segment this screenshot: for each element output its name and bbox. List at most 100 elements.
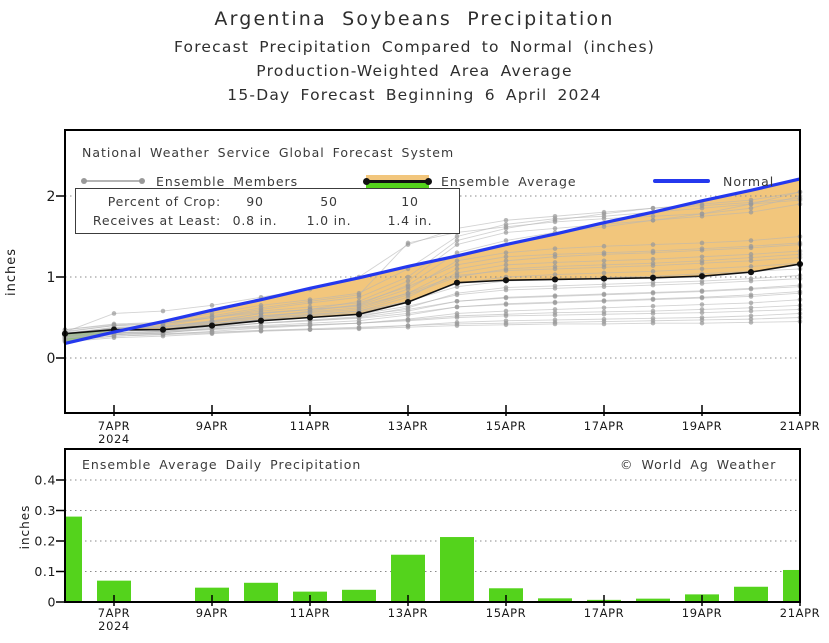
ensemble-member-dot bbox=[356, 316, 362, 321]
ensemble-member-dot bbox=[356, 300, 362, 306]
daily-bar bbox=[734, 586, 768, 602]
ensemble-member-dot bbox=[454, 262, 460, 268]
ensemble-member-dot bbox=[552, 272, 558, 277]
ensemble-member-dot bbox=[552, 252, 558, 257]
ensemble-average-dot bbox=[453, 279, 461, 286]
ensemble-member-dot bbox=[405, 318, 411, 324]
daily-bar bbox=[440, 537, 474, 602]
x-tick-label: 7APR bbox=[98, 606, 131, 620]
ensemble-member-dot bbox=[650, 218, 656, 223]
ensemble-member-dot bbox=[405, 242, 411, 247]
top-y-axis-label: inches bbox=[4, 248, 19, 296]
ensemble-member-line bbox=[64, 317, 801, 341]
ensemble-member-line bbox=[64, 257, 801, 331]
ensemble-member-dot bbox=[650, 269, 656, 274]
ensemble-member-dot bbox=[405, 303, 411, 309]
ensemble-member-line bbox=[64, 268, 801, 334]
ensemble-member-dot bbox=[454, 266, 460, 272]
bottom-y-axis-label: inches bbox=[18, 505, 32, 550]
ensemble-member-dot bbox=[650, 282, 656, 288]
ensemble-member-dot bbox=[209, 329, 215, 335]
crop-percent-10: 10 bbox=[401, 194, 419, 209]
daily-bar bbox=[244, 582, 278, 602]
y-tick-label: 0 bbox=[47, 595, 56, 610]
ensemble-member-dot bbox=[699, 246, 705, 251]
ensemble-member-dot bbox=[552, 294, 558, 299]
ensemble-member-dot bbox=[699, 317, 705, 323]
y-tick-label: 2 bbox=[46, 189, 56, 205]
x-tick-label: 21APR bbox=[780, 419, 820, 433]
ensemble-member-dot bbox=[552, 246, 558, 251]
ensemble-average-dot bbox=[698, 273, 706, 280]
ensemble-member-dot bbox=[405, 311, 411, 316]
page-subtitle-1: Forecast Precipitation Compared to Norma… bbox=[173, 38, 656, 56]
ensemble-member-dot bbox=[601, 311, 607, 317]
ensemble-member-dot bbox=[748, 258, 754, 264]
x-tick-label: 19APR bbox=[682, 606, 722, 620]
ensemble-member-dot bbox=[650, 303, 656, 309]
ensemble-member-dot bbox=[552, 286, 558, 291]
x-tick-label: 15APR bbox=[486, 419, 526, 433]
x-tick-label: 11APR bbox=[290, 606, 330, 620]
x-tick-label: 9APR bbox=[196, 419, 229, 433]
ensemble-member-dot bbox=[454, 292, 460, 298]
ensemble-member-dot bbox=[258, 328, 264, 333]
ensemble-average-dot bbox=[502, 277, 510, 284]
ensemble-member-dot bbox=[111, 311, 117, 316]
page-title: Argentina Soybeans Precipitation bbox=[214, 8, 615, 30]
ensemble-member-dot bbox=[503, 313, 509, 319]
ensemble-member-dot bbox=[748, 200, 754, 205]
ensemble-average-dot bbox=[747, 269, 755, 276]
ensemble-member-dot bbox=[699, 203, 705, 209]
ensemble-member-dot bbox=[503, 238, 509, 243]
ensemble-member-dot bbox=[748, 316, 754, 322]
ensemble-member-dot bbox=[748, 313, 754, 319]
ensemble-member-dot bbox=[454, 250, 460, 255]
ensemble-member-line bbox=[64, 278, 801, 336]
ensemble-member-line bbox=[64, 313, 801, 343]
ensemble-member-dot bbox=[503, 322, 509, 328]
ensemble-member-dot bbox=[748, 305, 754, 311]
ensemble-member-dot bbox=[748, 264, 754, 269]
ensemble-member-dot bbox=[356, 326, 362, 332]
crop-amount-50: 1.0 in. bbox=[306, 213, 352, 228]
ensemble-member-dot bbox=[601, 224, 607, 230]
ensemble-member-dot bbox=[650, 263, 656, 268]
ensemble-member-dot bbox=[503, 268, 509, 273]
ensemble-member-dot bbox=[454, 304, 460, 310]
ensemble-member-dot bbox=[552, 321, 558, 327]
ensemble-member-dot bbox=[601, 270, 607, 276]
ensemble-member-dot bbox=[503, 230, 509, 235]
x-year-label: 2024 bbox=[98, 619, 130, 633]
x-tick-label: 19APR bbox=[682, 419, 722, 433]
ensemble-member-dot bbox=[699, 295, 705, 301]
ensemble-member-dot bbox=[258, 310, 264, 315]
ensemble-member-dot bbox=[503, 250, 509, 255]
ensemble-member-dot bbox=[650, 320, 656, 326]
daily-bar bbox=[636, 598, 670, 602]
y-tick-label: 0.4 bbox=[34, 473, 56, 488]
ensemble-member-dot bbox=[503, 295, 509, 301]
ensemble-member-dot bbox=[552, 307, 558, 312]
page-subtitle-3: 15-Day Forecast Beginning 6 April 2024 bbox=[227, 86, 602, 104]
ensemble-member-dot bbox=[356, 292, 362, 298]
crop-percent-90: 90 bbox=[246, 194, 264, 209]
crop-percent-50: 50 bbox=[320, 194, 338, 209]
ensemble-member-dot bbox=[650, 290, 656, 296]
ensemble-member-line bbox=[64, 286, 801, 335]
ensemble-average-line bbox=[64, 263, 801, 335]
ensemble-member-line bbox=[64, 304, 801, 340]
ensemble-member-dot bbox=[601, 321, 607, 327]
ensemble-member-dot bbox=[454, 284, 460, 290]
top-plot-border bbox=[64, 129, 801, 414]
ensemble-member-dot bbox=[111, 322, 117, 328]
ensemble-member-dot bbox=[601, 258, 607, 264]
ensemble-member-dot bbox=[699, 289, 705, 294]
ensemble-member-dot bbox=[699, 211, 705, 217]
ensemble-average-dot bbox=[208, 322, 216, 329]
x-year-label: 2024 bbox=[98, 432, 130, 446]
daily-bar bbox=[65, 516, 82, 602]
ensemble-average-dot bbox=[649, 274, 657, 281]
